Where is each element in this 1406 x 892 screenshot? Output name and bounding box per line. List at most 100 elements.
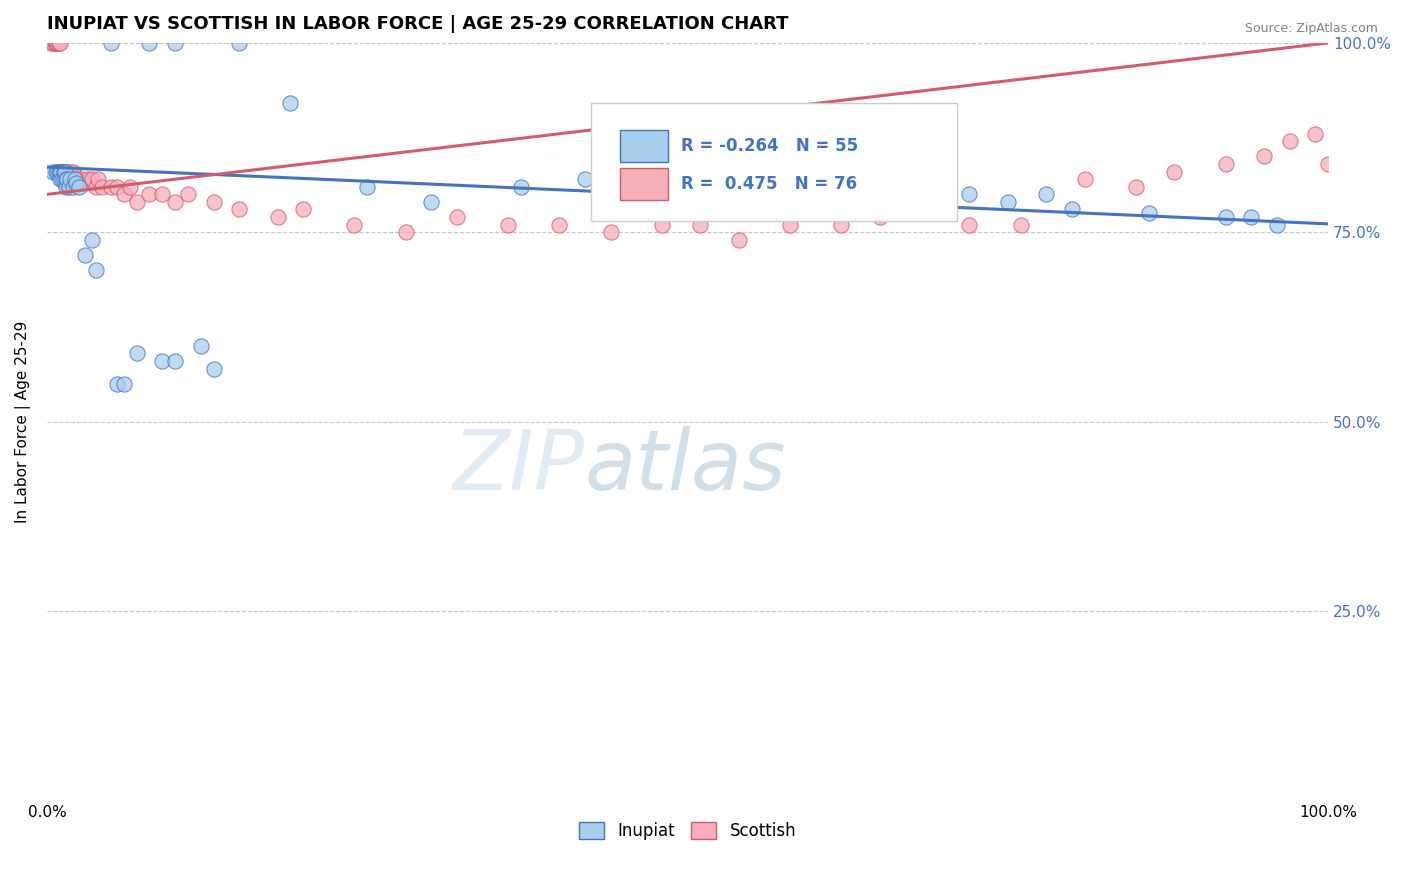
- Point: [91, 179, 114, 194]
- Point: [510, 179, 533, 194]
- Point: [62, 164, 84, 178]
- Point: [56, 164, 79, 178]
- Point: [67, 176, 90, 190]
- Point: [651, 218, 673, 232]
- Point: [49, 164, 72, 178]
- Point: [138, 187, 160, 202]
- Point: [84, 263, 107, 277]
- Point: [1305, 127, 1327, 141]
- Point: [997, 194, 1019, 209]
- Point: [420, 194, 443, 209]
- Point: [52, 164, 75, 178]
- Point: [727, 233, 749, 247]
- Point: [42, 164, 65, 178]
- Point: [177, 187, 200, 202]
- Point: [70, 172, 93, 186]
- Point: [1137, 206, 1160, 220]
- Text: ZIP: ZIP: [453, 426, 585, 508]
- Point: [1035, 187, 1057, 202]
- Point: [548, 218, 571, 232]
- Point: [51, 164, 73, 178]
- Point: [356, 179, 378, 194]
- Point: [125, 194, 148, 209]
- Point: [59, 164, 82, 178]
- Point: [67, 179, 90, 194]
- Point: [60, 172, 83, 186]
- Point: [63, 172, 86, 186]
- Point: [138, 36, 160, 50]
- Point: [52, 172, 75, 186]
- Point: [107, 376, 129, 391]
- FancyBboxPatch shape: [592, 103, 956, 221]
- Point: [779, 187, 801, 202]
- Point: [52, 172, 75, 186]
- Point: [45, 164, 67, 178]
- Point: [62, 179, 84, 194]
- Point: [48, 36, 70, 50]
- Point: [49, 36, 72, 50]
- Point: [84, 179, 107, 194]
- Text: R = -0.264   N = 55: R = -0.264 N = 55: [681, 136, 858, 155]
- Point: [65, 176, 87, 190]
- Point: [165, 36, 187, 50]
- Point: [46, 164, 69, 178]
- Point: [1317, 157, 1340, 171]
- Point: [48, 36, 70, 50]
- Point: [907, 202, 929, 217]
- Point: [280, 96, 302, 111]
- Point: [1240, 210, 1263, 224]
- Point: [75, 176, 97, 190]
- Point: [190, 339, 212, 353]
- Point: [53, 176, 76, 190]
- Point: [58, 172, 80, 186]
- Point: [869, 202, 891, 217]
- FancyBboxPatch shape: [620, 168, 668, 200]
- Point: [63, 169, 86, 183]
- Point: [446, 210, 468, 224]
- Point: [165, 354, 187, 368]
- Legend: Inupiat, Scottish: Inupiat, Scottish: [572, 815, 803, 847]
- Point: [63, 172, 86, 186]
- Point: [1278, 134, 1301, 148]
- Point: [907, 199, 929, 213]
- Point: [56, 172, 79, 186]
- Text: INUPIAT VS SCOTTISH IN LABOR FORCE | AGE 25-29 CORRELATION CHART: INUPIAT VS SCOTTISH IN LABOR FORCE | AGE…: [46, 15, 789, 33]
- Point: [100, 179, 122, 194]
- Point: [1010, 218, 1032, 232]
- Point: [676, 187, 699, 202]
- Text: Source: ZipAtlas.com: Source: ZipAtlas.com: [1244, 22, 1378, 36]
- Point: [39, 36, 62, 50]
- Point: [1163, 164, 1185, 178]
- Point: [932, 187, 955, 202]
- Point: [830, 176, 852, 190]
- Point: [77, 172, 100, 186]
- Point: [53, 164, 76, 178]
- Point: [44, 36, 66, 50]
- Text: atlas: atlas: [585, 426, 787, 508]
- Point: [107, 179, 129, 194]
- Point: [869, 210, 891, 224]
- Point: [87, 172, 110, 186]
- Point: [1265, 218, 1288, 232]
- Point: [55, 172, 77, 186]
- Y-axis label: In Labor Force | Age 25-29: In Labor Force | Age 25-29: [15, 320, 31, 523]
- Point: [395, 225, 418, 239]
- Point: [228, 36, 250, 50]
- Point: [228, 202, 250, 217]
- Point: [779, 218, 801, 232]
- Point: [830, 218, 852, 232]
- Point: [49, 164, 72, 178]
- Point: [51, 169, 73, 183]
- Point: [957, 218, 980, 232]
- Point: [165, 194, 187, 209]
- Point: [727, 179, 749, 194]
- Point: [1073, 172, 1095, 186]
- Point: [574, 172, 596, 186]
- Point: [49, 164, 72, 178]
- Point: [202, 194, 225, 209]
- Point: [75, 248, 97, 262]
- Point: [112, 376, 135, 391]
- Text: R =  0.475   N = 76: R = 0.475 N = 76: [681, 175, 858, 193]
- Point: [1215, 210, 1237, 224]
- Point: [48, 164, 70, 178]
